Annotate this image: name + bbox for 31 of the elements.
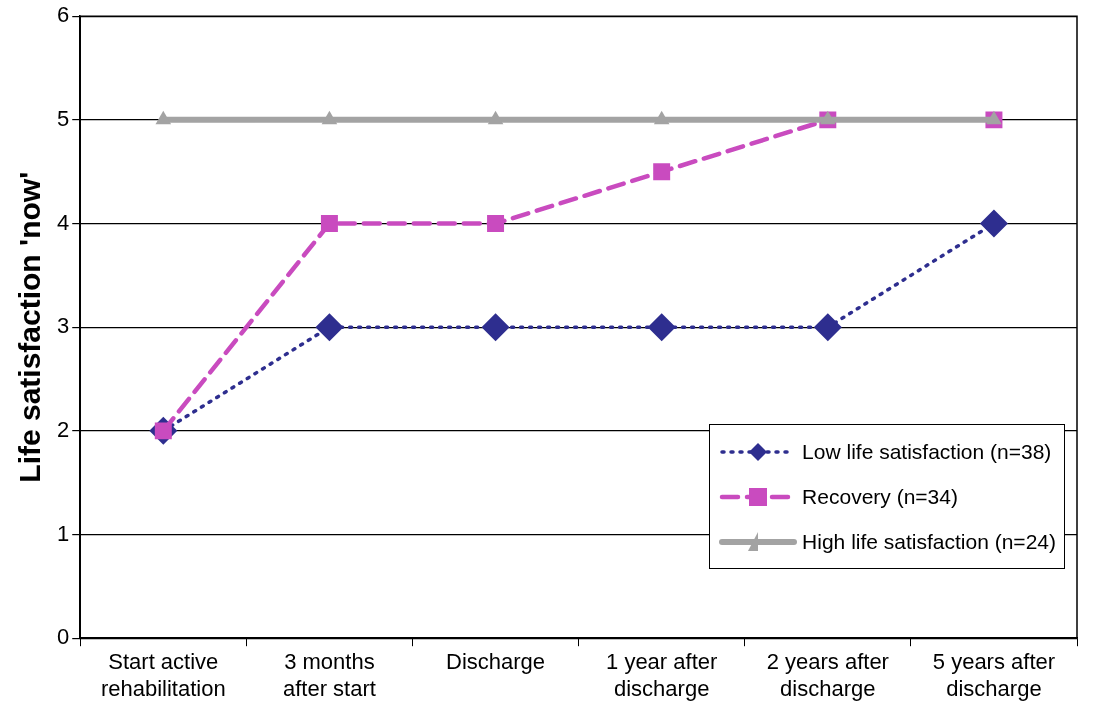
legend-label: High life satisfaction (n=24) [802,529,1056,554]
y-tick-label: 0 [56,624,70,650]
point [653,163,671,181]
point [315,313,344,342]
y-axis-title: Life satisfaction 'now' [13,171,47,483]
x-tick-label: 5 years after discharge [932,649,1056,701]
y-tick-label: 4 [56,209,70,235]
point [986,110,1002,125]
point [487,215,505,233]
point [813,313,842,342]
x-tick-label: 1 year after discharge [606,649,718,701]
x-tick-label: Discharge [446,649,546,675]
y-tick-label: 2 [56,416,70,442]
point [653,110,670,125]
x-tick-label: 3 months after start [282,649,376,701]
x-tick-label: 2 years after discharge [766,649,889,701]
y-tick-label: 6 [56,2,70,28]
y-tick-label: 5 [56,105,70,131]
legend-label: Recovery (n=34) [802,484,958,509]
y-tick-label: 1 [56,520,70,546]
point [820,110,836,125]
point [487,110,504,125]
legend-label: Low life satisfaction (n=38) [802,439,1052,464]
point [647,313,676,342]
y-tick-label: 3 [56,313,70,339]
point [481,313,510,342]
point [155,110,172,125]
x-tick-label: Start active rehabilitation [100,649,226,701]
point [979,209,1008,238]
point [320,215,338,233]
point [321,110,338,125]
